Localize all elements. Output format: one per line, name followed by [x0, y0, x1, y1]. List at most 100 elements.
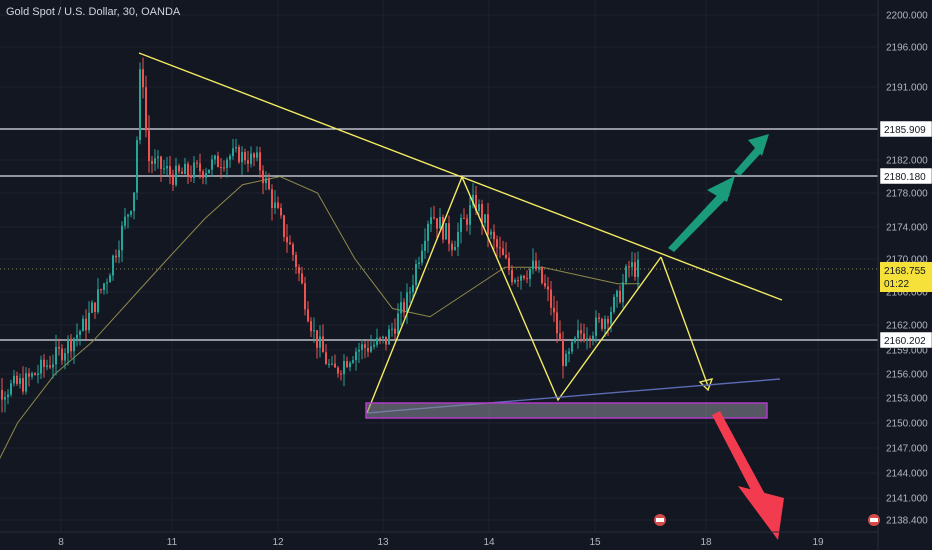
bullish-arrow-head-1[interactable] — [707, 176, 735, 202]
candle-body — [166, 166, 168, 169]
price-tick-label: 2196.000 — [886, 43, 928, 54]
candle-body — [418, 262, 420, 265]
demand-zone-rectangle[interactable] — [365, 402, 768, 419]
candle-body — [367, 347, 369, 352]
candle-body — [106, 282, 108, 284]
candle-body — [526, 278, 528, 280]
price-tick-label: 2174.000 — [886, 223, 928, 234]
bullish-arrow-head-2[interactable] — [748, 134, 769, 156]
candle-body — [37, 373, 39, 376]
candle-body — [157, 156, 159, 159]
candle-body — [145, 87, 147, 131]
resistance-trendline[interactable] — [138, 52, 783, 301]
price-tick-label: 2150.000 — [886, 419, 928, 430]
candle-body — [7, 394, 9, 397]
candle-body — [601, 319, 603, 329]
candle-body — [451, 243, 453, 251]
candle-body — [385, 336, 387, 345]
candle-body — [460, 218, 462, 232]
time-tick-label: 19 — [812, 537, 824, 548]
candle-body — [574, 337, 576, 343]
candle-body — [544, 283, 546, 287]
candle-body — [313, 330, 315, 332]
candle-body — [304, 283, 306, 310]
candle-body — [28, 373, 30, 377]
candle-body — [592, 335, 594, 340]
candle-body — [502, 248, 504, 255]
candle-body — [616, 290, 618, 297]
candle-body — [493, 231, 495, 240]
candle-body — [226, 159, 228, 168]
zigzag-pattern-line[interactable] — [366, 175, 662, 414]
flag-icon[interactable] — [654, 514, 666, 526]
candle-body — [334, 363, 336, 368]
candle-body — [160, 156, 162, 169]
bearish-arrow-shaft[interactable] — [712, 411, 766, 500]
price-tick-label: 2138.400 — [886, 516, 928, 527]
level-price-tag-text: 2185.909 — [884, 125, 926, 136]
candle-body — [397, 313, 399, 334]
current-price-tag-value: 2168.755 — [884, 266, 926, 277]
candle-body — [88, 312, 90, 331]
drawings[interactable] — [138, 52, 784, 540]
level-price-tag — [879, 120, 932, 138]
time-tick-label: 8 — [58, 537, 64, 548]
candle-body — [127, 214, 129, 217]
candle-body — [352, 360, 354, 363]
candle-body — [613, 296, 615, 312]
candle-body — [223, 167, 225, 169]
candle-body — [217, 155, 219, 168]
candle-body — [187, 163, 189, 176]
candle-body — [22, 378, 24, 392]
candle-body — [415, 264, 417, 286]
candle-body — [559, 333, 561, 340]
candle-body — [49, 365, 51, 368]
price-tick-label: 2178.000 — [886, 189, 928, 200]
bullish-arrow-shaft-1[interactable] — [668, 190, 730, 252]
candle-body — [409, 292, 411, 294]
candle-body — [235, 146, 237, 149]
candle-body — [379, 337, 381, 339]
candle-body — [634, 262, 636, 277]
candle-body — [370, 346, 372, 352]
candle-body — [433, 217, 435, 219]
candle-body — [229, 155, 231, 160]
candle-body — [346, 361, 348, 368]
candle-body — [67, 338, 69, 354]
candle-body — [337, 367, 339, 374]
candle-body — [628, 266, 630, 268]
candle-body — [79, 331, 81, 335]
candle-body — [631, 262, 633, 268]
candle-body — [43, 359, 45, 367]
candle-body — [340, 373, 342, 375]
candle-body — [52, 364, 54, 368]
candle-body — [256, 152, 258, 158]
projection-down-line[interactable] — [660, 256, 709, 387]
candle-body — [328, 363, 330, 365]
candle-body — [61, 348, 63, 361]
candle-body — [274, 202, 276, 209]
candle-body — [280, 208, 282, 216]
candle-body — [31, 373, 33, 377]
flag-icon[interactable] — [868, 514, 880, 526]
candle-body — [175, 165, 177, 185]
candle-body — [100, 289, 102, 291]
candle-body — [508, 257, 510, 271]
candle-body — [496, 239, 498, 248]
candle-body — [238, 146, 240, 163]
candle-body — [55, 347, 57, 365]
candle-body — [172, 174, 174, 185]
candle-body — [241, 152, 243, 163]
candle-body — [391, 328, 393, 330]
candle-body — [136, 140, 138, 193]
bearish-arrow-head[interactable] — [738, 486, 784, 540]
candle-body — [97, 289, 99, 312]
candle-body — [427, 223, 429, 241]
candle-body — [577, 330, 579, 338]
bullish-arrow-shaft-2[interactable] — [734, 147, 762, 176]
candle-body — [295, 254, 297, 268]
candle-body — [199, 163, 201, 172]
candle-body — [184, 163, 186, 174]
candle-body — [121, 225, 123, 251]
